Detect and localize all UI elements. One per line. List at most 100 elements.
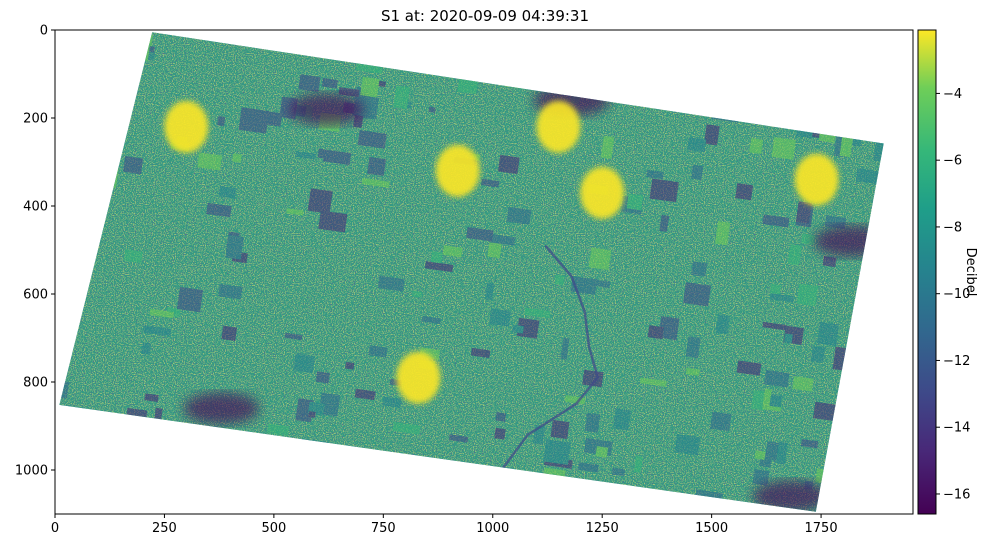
colorbar-tick-label: −16 (943, 487, 970, 502)
field-parcel (142, 325, 172, 337)
field-parcel (315, 371, 330, 384)
field-parcel (541, 467, 566, 493)
field-parcel (185, 466, 197, 475)
field-parcel (685, 367, 700, 376)
field-parcel (656, 53, 683, 78)
field-parcel (284, 332, 303, 341)
field-parcel (563, 499, 579, 512)
field-parcel (307, 188, 333, 214)
field-parcel (377, 275, 405, 292)
bright-region (536, 100, 581, 153)
field-parcel (703, 124, 720, 146)
field-parcel (93, 165, 119, 188)
field-parcel (787, 244, 802, 266)
dark-region (752, 480, 829, 512)
field-parcel (685, 76, 708, 86)
field-parcel (852, 137, 862, 147)
field-parcel (883, 187, 884, 200)
colorbar: −4 −6 −8 −10 −12 −14 −16 Decibel (917, 29, 978, 515)
field-parcel (176, 286, 204, 313)
field-parcel (232, 153, 242, 163)
field-parcel (488, 233, 516, 246)
field-parcel (321, 78, 338, 89)
field-parcel (470, 347, 491, 359)
field-parcel (820, 478, 842, 493)
y-tick-label: 800 (23, 376, 48, 391)
field-parcel (735, 183, 754, 201)
field-parcel (154, 407, 163, 420)
x-tick-label: 750 (371, 521, 396, 536)
field-parcel (355, 50, 385, 74)
field-parcel (428, 106, 436, 113)
field-parcel (862, 344, 874, 358)
field-parcel (322, 149, 352, 166)
field-parcel (683, 282, 711, 307)
field-parcel (560, 337, 570, 360)
field-parcel (749, 138, 764, 154)
field-parcel (649, 178, 679, 203)
field-parcel (124, 407, 148, 431)
field-parcel (882, 471, 884, 496)
field-parcel (147, 45, 155, 53)
field-parcel (832, 346, 861, 373)
field-parcel (397, 497, 421, 512)
field-parcel (425, 54, 448, 65)
field-parcel (866, 459, 884, 480)
field-parcel (84, 62, 100, 73)
field-parcel (442, 245, 463, 258)
field-parcel (421, 316, 441, 325)
field-parcel (801, 233, 816, 245)
colorbar-gradient (918, 30, 936, 514)
colorbar-tick-label: −8 (943, 220, 962, 235)
x-tick-label: 1000 (476, 521, 509, 536)
field-parcel (487, 240, 503, 259)
field-parcel (792, 376, 814, 392)
field-parcel (133, 481, 146, 494)
plot-area (59, 32, 884, 512)
field-parcel (146, 428, 167, 450)
field-parcel (762, 388, 772, 411)
field-parcel (710, 411, 732, 432)
field-parcel (367, 156, 387, 177)
field-parcel (123, 35, 151, 62)
field-parcel (817, 40, 838, 58)
field-parcel (685, 336, 701, 359)
field-parcel (642, 498, 664, 512)
field-parcel (285, 502, 301, 512)
field-parcel (795, 201, 812, 224)
field-parcel (658, 316, 680, 341)
axes-frame (54, 29, 914, 515)
field-parcel (582, 369, 604, 388)
field-parcel (768, 394, 783, 408)
field-parcel (687, 137, 707, 153)
field-parcel (345, 361, 355, 370)
x-tick-label: 1750 (805, 521, 838, 536)
field-parcel (646, 169, 664, 180)
field-parcel (577, 462, 599, 473)
y-tick-label: 400 (23, 200, 48, 215)
field-parcel (656, 65, 678, 88)
field-parcel (506, 206, 532, 225)
field-parcel (736, 360, 762, 376)
field-parcel (59, 45, 83, 63)
field-parcel (122, 155, 144, 175)
field-parcel (683, 495, 704, 509)
field-parcel (712, 500, 725, 509)
field-parcel (701, 77, 719, 93)
chart-title: S1 at: 2020-09-09 04:39:31 (380, 7, 590, 25)
field-parcel (613, 408, 632, 431)
x-tick-label: 1250 (586, 521, 619, 536)
field-parcel (769, 293, 794, 303)
field-parcel (318, 392, 341, 417)
field-parcel (771, 48, 781, 62)
field-parcel (484, 282, 495, 301)
field-parcel (213, 463, 229, 476)
y-tick-label: 600 (23, 288, 48, 303)
field-parcel (318, 500, 338, 512)
sar-image (59, 32, 884, 512)
field-parcel (411, 290, 422, 298)
field-parcel (382, 396, 402, 408)
field-parcel (268, 491, 277, 502)
field-parcel (752, 81, 774, 99)
field-parcel (813, 401, 840, 422)
